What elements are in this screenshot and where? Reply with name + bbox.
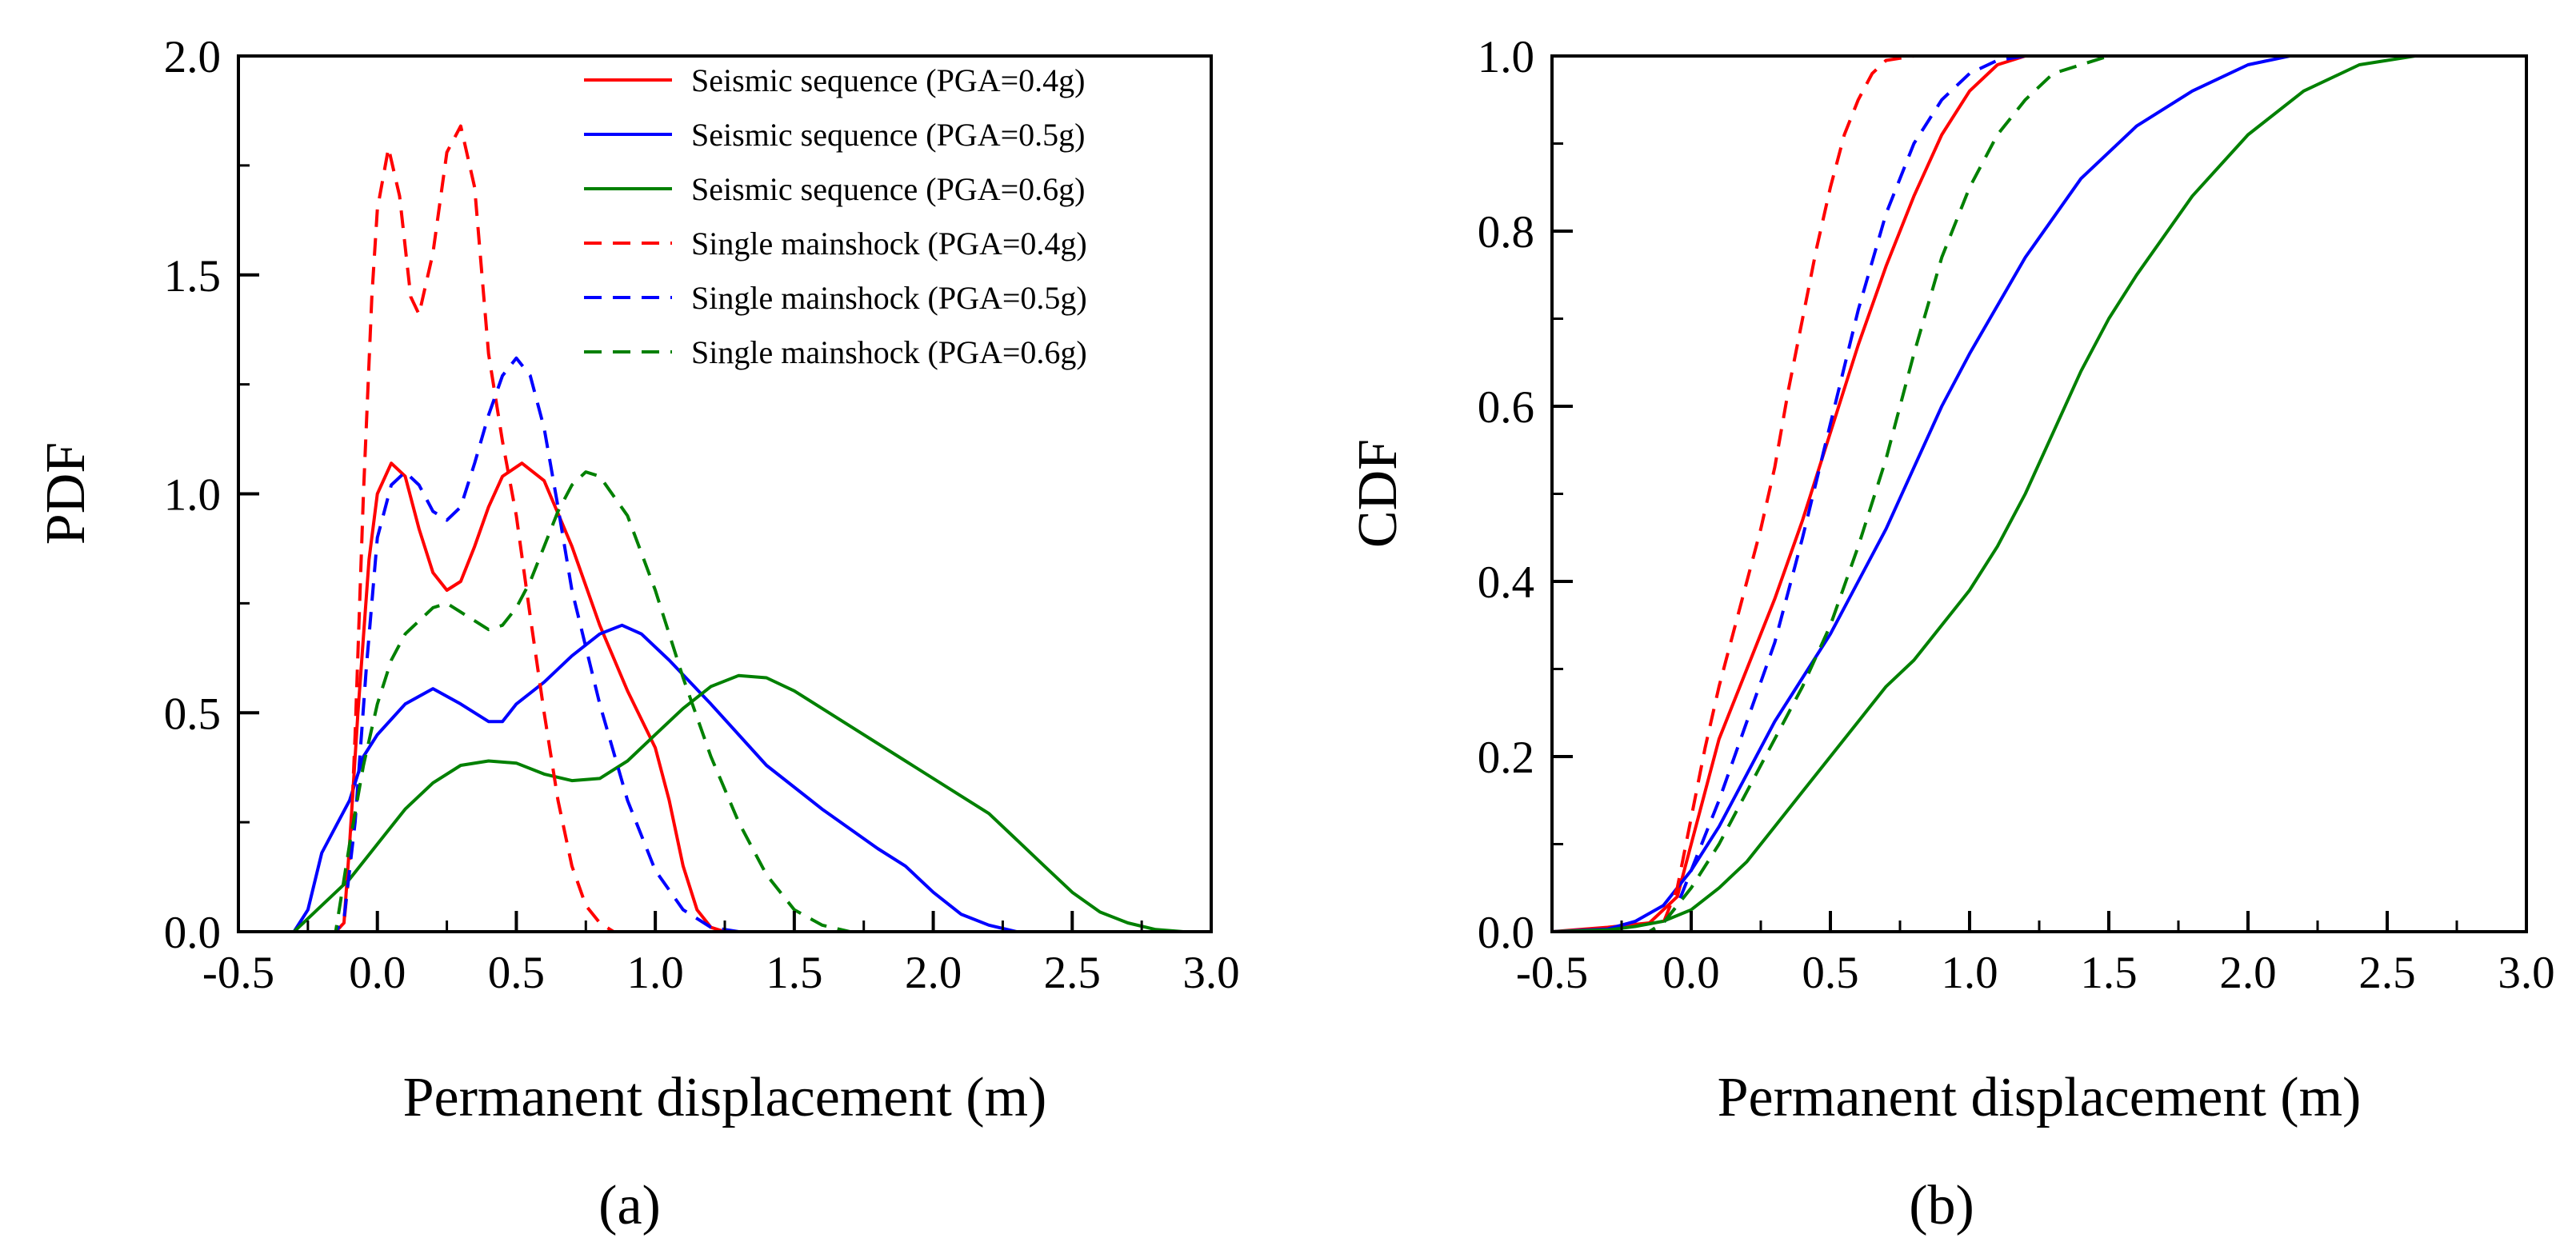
series-line-b-2: [1551, 54, 2526, 933]
y-tick-label-a: 0.5: [164, 689, 221, 739]
y-tick-label-a: 1.0: [164, 470, 221, 521]
legend-entry-5: Single mainshock (PGA=0.6g): [691, 334, 1087, 370]
series-line-a-5: [238, 470, 1211, 933]
x-axis-title-a: Permanent displacement (m): [403, 1067, 1047, 1128]
x-tick-label-b: 3.0: [2498, 948, 2554, 998]
panel-label-a: (a): [598, 1175, 661, 1236]
legend: Seismic sequence (PGA=0.4g) Seismic seque…: [584, 62, 1087, 370]
chart-panel-a: -0.5 0.0 0.5 1.0 1.5 2.0 2.5 3.00.00.51.01.52.0…: [35, 32, 1240, 1236]
y-tick-label-b: 0.2: [1478, 733, 1534, 783]
axis-ticks-a: -0.5 0.0 0.5 1.0 1.5 2.0 2.5 3.00.00.51.01.52.0: [164, 32, 1240, 998]
legend-entry-4: Single mainshock (PGA=0.5g): [691, 280, 1087, 316]
plot-frame-b: [1550, 54, 2528, 933]
panel-label-b: (b): [1909, 1175, 1974, 1236]
series-line-a-1: [238, 623, 1211, 933]
x-tick-label-b: 2.5: [2358, 948, 2415, 998]
legend-entry-1: Seismic sequence (PGA=0.5g): [691, 117, 1085, 153]
y-tick-label-b: 1.0: [1478, 32, 1534, 82]
series-lines-a: [238, 124, 1211, 933]
x-tick-label-a: 3.0: [1182, 948, 1239, 998]
x-tick-label-a: 1.0: [627, 948, 684, 998]
legend-entry-0: Seismic sequence (PGA=0.4g): [691, 62, 1085, 98]
legend-entry-2: Seismic sequence (PGA=0.6g): [691, 171, 1085, 207]
series-line-b-5: [1552, 54, 2526, 933]
y-axis-title-b: CDF: [1347, 439, 1409, 548]
y-tick-label-a: 1.5: [164, 251, 221, 302]
chart-panel-b: -0.5 0.0 0.5 1.0 1.5 2.0 2.5 3.00.00.20.40.60.8…: [1347, 32, 2555, 1236]
x-axis-title-b: Permanent displacement (m): [1718, 1067, 2362, 1128]
series-line-b-1: [1551, 54, 2526, 933]
legend-entry-3: Single mainshock (PGA=0.4g): [691, 226, 1087, 262]
axis-ticks-b: -0.5 0.0 0.5 1.0 1.5 2.0 2.5 3.00.00.20.40.60.8…: [1478, 32, 2555, 998]
y-tick-label-b: 0.8: [1478, 207, 1534, 258]
x-tick-label-b: 1.0: [1941, 948, 1998, 998]
x-tick-label-b: 0.5: [1802, 948, 1858, 998]
series-line-a-0: [238, 461, 1211, 933]
x-tick-label-b: 1.5: [2080, 948, 2137, 998]
series-line-a-3: [238, 124, 1211, 933]
x-tick-label-a: 1.5: [766, 948, 822, 998]
x-tick-label-b: -0.5: [1516, 948, 1588, 998]
y-tick-label-b: 0.4: [1478, 557, 1534, 608]
series-line-b-3: [1552, 54, 2526, 933]
x-tick-label-a: 0.0: [349, 948, 406, 998]
series-line-a-4: [238, 356, 1211, 933]
series-lines-b: [1551, 54, 2526, 933]
x-tick-label-a: 2.5: [1044, 948, 1101, 998]
y-tick-label-a: 2.0: [164, 32, 221, 82]
y-tick-label-b: 0.6: [1478, 382, 1534, 433]
series-line-b-4: [1552, 54, 2526, 933]
x-tick-label-a: -0.5: [202, 948, 274, 998]
x-tick-label-b: 2.0: [2219, 948, 2276, 998]
x-tick-label-a: 2.0: [905, 948, 962, 998]
x-tick-label-a: 0.5: [488, 948, 545, 998]
series-line-b-0: [1551, 54, 2526, 933]
x-tick-label-b: 0.0: [1662, 948, 1719, 998]
series-line-a-2: [238, 673, 1211, 933]
y-tick-label-a: 0.0: [164, 908, 221, 958]
y-axis-title-a: PDF: [35, 442, 97, 545]
y-tick-label-b: 0.0: [1478, 908, 1534, 958]
